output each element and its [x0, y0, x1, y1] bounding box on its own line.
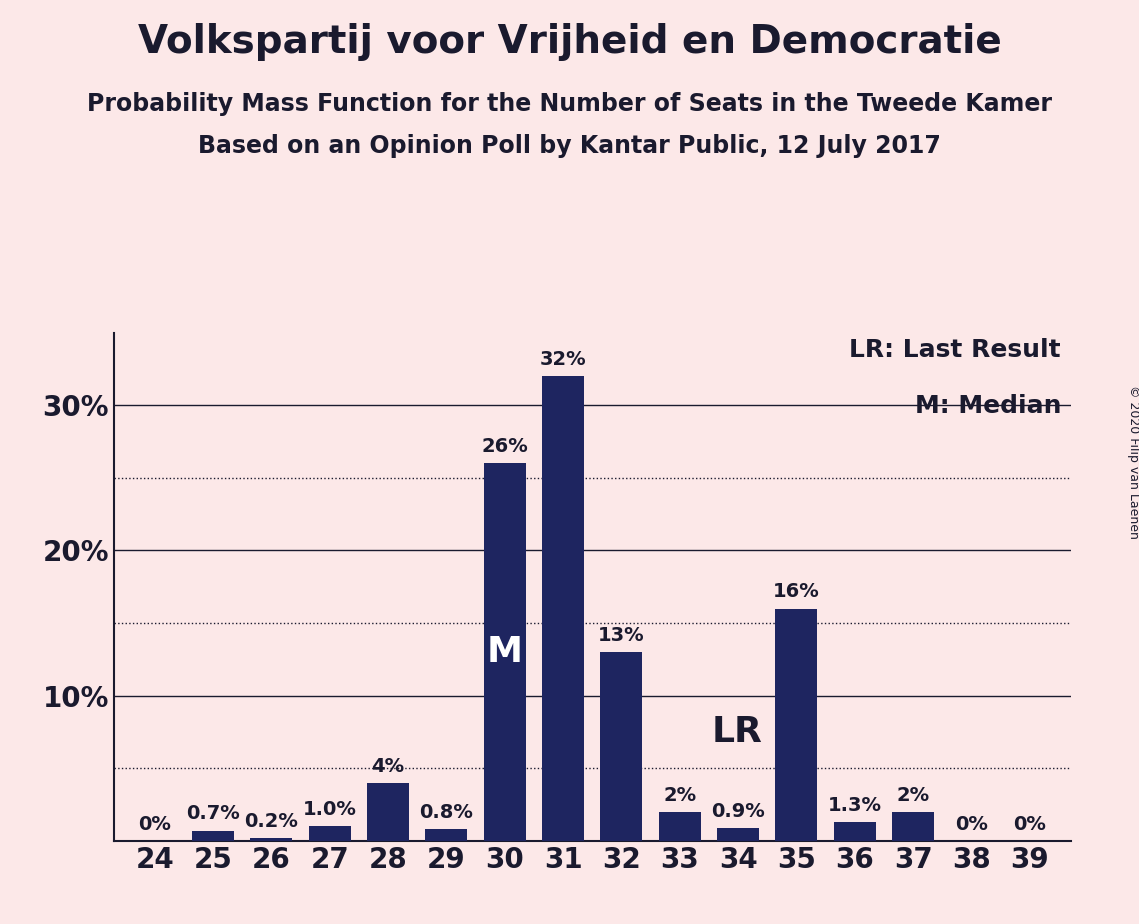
Bar — [192, 831, 235, 841]
Text: 1.3%: 1.3% — [828, 796, 882, 815]
Bar — [892, 812, 934, 841]
Text: M: M — [486, 635, 523, 669]
Text: 0.7%: 0.7% — [186, 805, 240, 823]
Text: 0%: 0% — [954, 815, 988, 834]
Bar — [484, 463, 526, 841]
Bar — [309, 826, 351, 841]
Bar — [658, 812, 700, 841]
Text: © 2020 Filip van Laenen: © 2020 Filip van Laenen — [1126, 385, 1139, 539]
Text: Based on an Opinion Poll by Kantar Public, 12 July 2017: Based on an Opinion Poll by Kantar Publi… — [198, 134, 941, 158]
Text: LR: Last Result: LR: Last Result — [850, 337, 1062, 361]
Text: Volkspartij voor Vrijheid en Democratie: Volkspartij voor Vrijheid en Democratie — [138, 23, 1001, 61]
Text: 0.8%: 0.8% — [419, 803, 474, 822]
Text: 1.0%: 1.0% — [303, 800, 357, 819]
Bar — [251, 838, 293, 841]
Bar — [367, 783, 409, 841]
Text: 2%: 2% — [663, 785, 696, 805]
Bar — [776, 609, 818, 841]
Text: 2%: 2% — [896, 785, 929, 805]
Text: 0%: 0% — [138, 815, 171, 834]
Text: Probability Mass Function for the Number of Seats in the Tweede Kamer: Probability Mass Function for the Number… — [87, 92, 1052, 116]
Text: 16%: 16% — [773, 582, 820, 602]
Bar — [426, 829, 467, 841]
Text: M: Median: M: Median — [915, 394, 1062, 418]
Text: 26%: 26% — [482, 437, 528, 456]
Text: 13%: 13% — [598, 626, 645, 645]
Text: 4%: 4% — [371, 757, 404, 775]
Bar — [542, 376, 584, 841]
Text: 32%: 32% — [540, 350, 587, 369]
Bar — [834, 822, 876, 841]
Text: 0.2%: 0.2% — [245, 811, 298, 831]
Bar — [718, 828, 759, 841]
Bar — [600, 652, 642, 841]
Text: 0%: 0% — [1014, 815, 1047, 834]
Text: LR: LR — [712, 715, 763, 749]
Text: 0.9%: 0.9% — [711, 801, 765, 821]
